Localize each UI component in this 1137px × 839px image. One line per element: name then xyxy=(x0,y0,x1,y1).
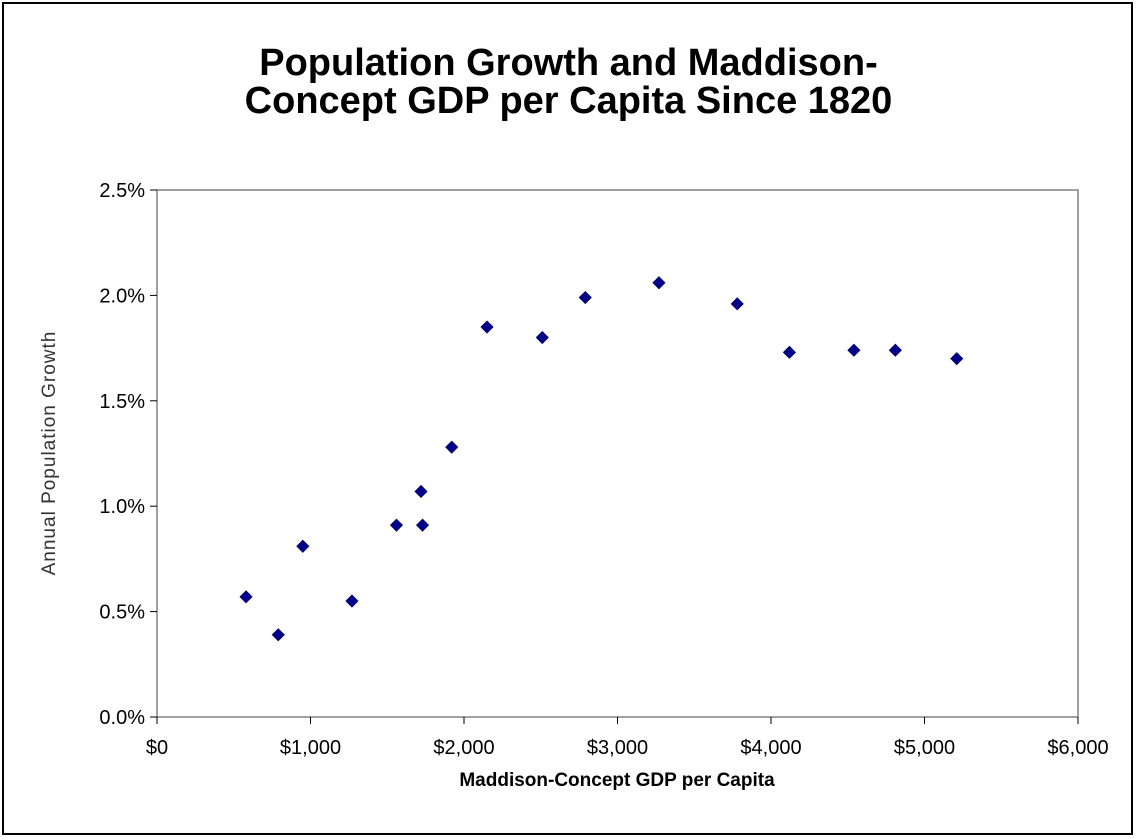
data-point xyxy=(950,352,964,366)
data-point xyxy=(445,440,459,454)
data-point xyxy=(239,590,253,604)
y-tick-label: 2.0% xyxy=(99,285,145,307)
y-tick-label: 0.0% xyxy=(99,707,145,729)
y-tick-label: 1.5% xyxy=(99,391,145,413)
data-point xyxy=(730,297,744,311)
data-point xyxy=(296,539,310,553)
data-point xyxy=(414,484,428,499)
data-point xyxy=(847,343,861,357)
x-tick-label: $6,000 xyxy=(1047,737,1108,759)
data-point xyxy=(345,594,359,608)
x-tick-label: $2,000 xyxy=(433,737,494,759)
data-point xyxy=(271,628,285,642)
x-tick-label: $4,000 xyxy=(740,737,801,759)
x-axis: $0 $1,000 $2,000 $3,000 $4,000 $5,000 $6,000 xyxy=(146,717,1109,759)
x-tick-label: $1,000 xyxy=(280,737,341,759)
y-axis: 0.0% 0.5% 1.0% 1.5% 2.0% 2.5% xyxy=(99,180,157,729)
data-point xyxy=(782,345,796,359)
x-tick-label: $5,000 xyxy=(894,737,955,759)
chart-title-line-2: Concept GDP per Capita Since 1820 xyxy=(244,80,893,122)
chart-title-line-1: Population Growth and Maddison- xyxy=(259,42,878,84)
data-points xyxy=(239,276,964,642)
plot-area xyxy=(156,189,1079,718)
x-tick-label: $3,000 xyxy=(587,737,648,759)
data-point xyxy=(888,343,902,357)
chart-title: Population Growth and Maddison- Concept … xyxy=(0,44,1137,120)
data-point xyxy=(389,518,404,532)
y-tick-label: 0.5% xyxy=(99,602,145,624)
data-point xyxy=(578,290,592,305)
y-tick-label: 2.5% xyxy=(99,180,145,202)
x-tick-label: $0 xyxy=(146,737,168,759)
data-point xyxy=(480,320,494,334)
data-point xyxy=(415,518,430,532)
data-point xyxy=(535,330,549,345)
x-axis-label: Maddison-Concept GDP per Capita xyxy=(459,770,775,791)
data-point xyxy=(652,276,666,290)
y-tick-label: 1.0% xyxy=(99,496,145,518)
y-axis-label: Annual Population Growth xyxy=(39,331,60,576)
